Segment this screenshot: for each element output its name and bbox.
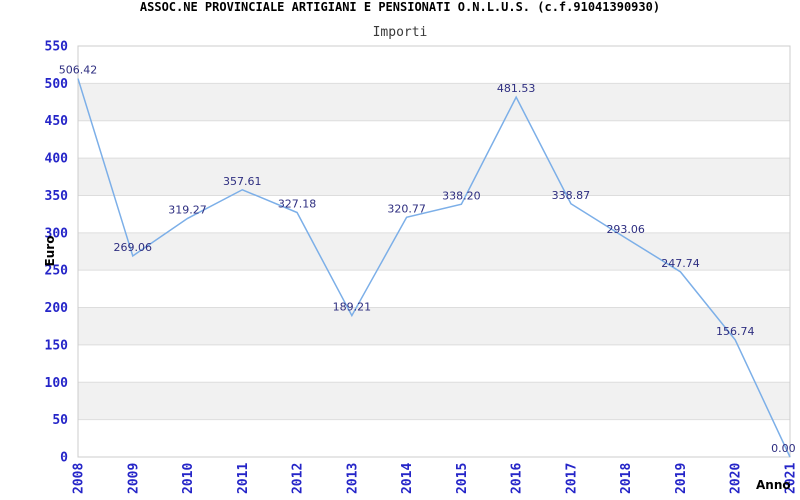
plot-frame (77, 45, 791, 458)
svg-text:2009: 2009 (126, 463, 141, 494)
svg-text:189.21: 189.21 (333, 301, 372, 314)
svg-text:50: 50 (52, 413, 68, 428)
svg-text:2012: 2012 (291, 463, 306, 494)
svg-text:2010: 2010 (181, 463, 196, 494)
svg-text:2008: 2008 (72, 463, 87, 494)
svg-text:250: 250 (45, 264, 69, 279)
svg-text:450: 450 (45, 114, 69, 129)
chart-title: ASSOC.NE PROVINCIALE ARTIGIANI E PENSION… (139, 0, 661, 14)
svg-text:0: 0 (60, 451, 68, 466)
svg-text:247.74: 247.74 (661, 257, 700, 270)
svg-text:2021: 2021 (784, 463, 799, 494)
svg-text:500: 500 (45, 77, 69, 92)
svg-text:2018: 2018 (619, 463, 634, 494)
svg-text:2019: 2019 (674, 463, 689, 494)
svg-text:2016: 2016 (510, 463, 525, 494)
svg-text:319.27: 319.27 (168, 203, 207, 216)
svg-text:506.42: 506.42 (59, 64, 98, 77)
svg-text:481.53: 481.53 (497, 82, 536, 95)
svg-text:2014: 2014 (400, 463, 415, 494)
x-axis-tick-labels: 2008 2009 2010 2011 2012 2013 2014 2015 2016 2017… (72, 463, 799, 494)
svg-text:357.61: 357.61 (223, 175, 262, 188)
x-axis-title: Anno (756, 478, 791, 492)
svg-text:2020: 2020 (729, 463, 744, 494)
svg-text:269.06: 269.06 (114, 241, 153, 254)
chart-subtitle: Importi (372, 25, 428, 40)
svg-text:293.06: 293.06 (606, 223, 645, 236)
svg-text:2015: 2015 (455, 463, 470, 494)
svg-text:2011: 2011 (236, 463, 251, 494)
svg-text:0.00: 0.00 (771, 442, 796, 455)
svg-text:150: 150 (45, 338, 69, 353)
point-labels: 506.42 269.06 319.27 357.61 327.18 189.21 320.… (59, 64, 796, 455)
svg-text:350: 350 (45, 189, 69, 204)
svg-text:400: 400 (45, 152, 69, 167)
y-axis-tick-labels: 0 50 100 150 200 250 300 350 400 450 500 550 (45, 40, 69, 466)
plot-bands (78, 83, 790, 420)
svg-text:156.74: 156.74 (716, 325, 755, 338)
svg-text:338.20: 338.20 (442, 189, 481, 202)
svg-text:2017: 2017 (564, 463, 579, 494)
svg-text:338.87: 338.87 (552, 189, 591, 202)
y-axis-title: Euro (43, 235, 57, 267)
svg-text:550: 550 (45, 40, 69, 55)
svg-text:320.77: 320.77 (387, 202, 426, 215)
svg-text:2013: 2013 (345, 463, 360, 494)
svg-text:300: 300 (45, 226, 69, 241)
svg-text:327.18: 327.18 (278, 198, 317, 211)
svg-text:100: 100 (45, 376, 69, 391)
data-line (77, 78, 791, 458)
svg-text:200: 200 (45, 301, 69, 316)
